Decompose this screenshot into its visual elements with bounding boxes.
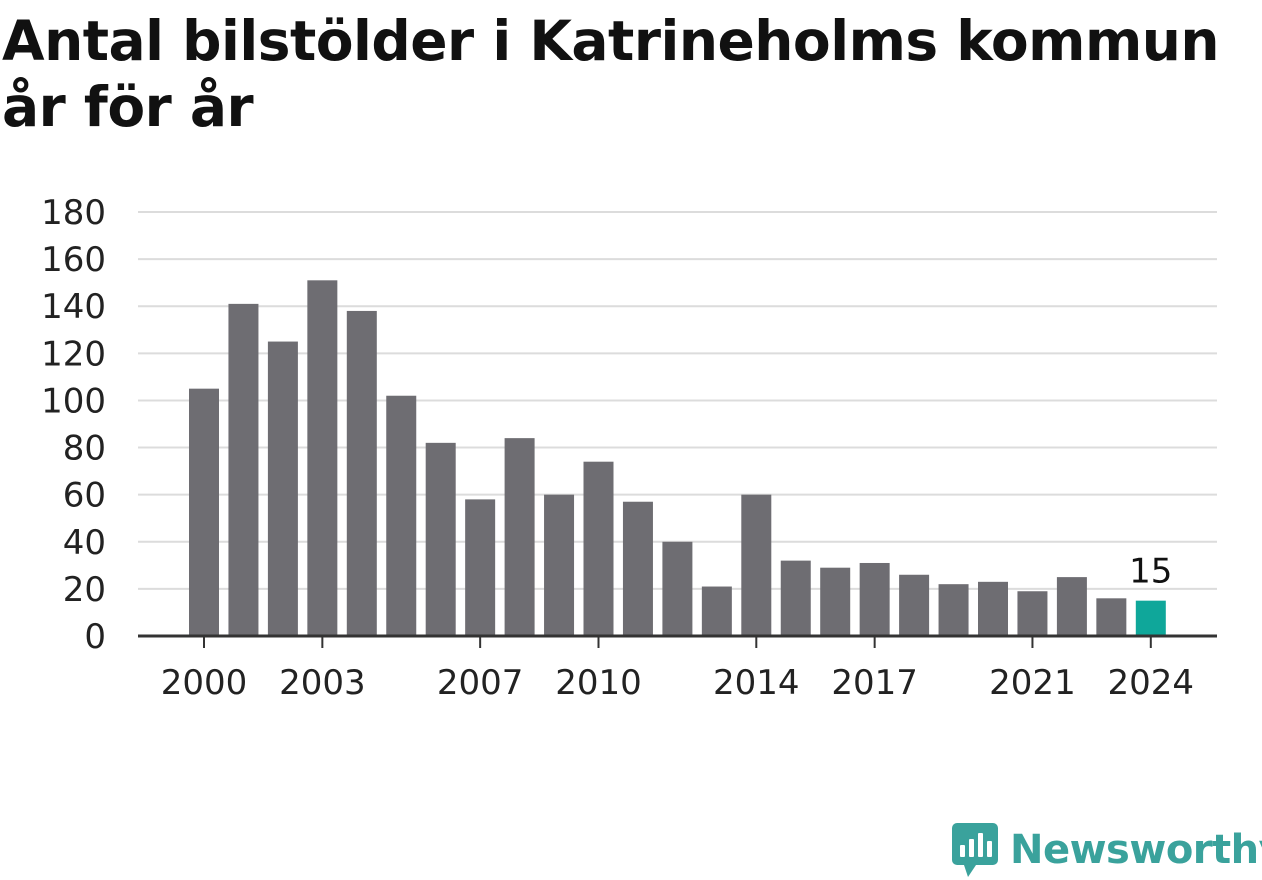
bar-2024 (1135, 600, 1166, 636)
bar-2005 (386, 395, 417, 636)
x-tick-label: 2017 (831, 663, 918, 703)
bar-2015 (780, 560, 811, 636)
y-tick-label: 80 (63, 429, 106, 469)
y-tick-label: 180 (41, 193, 106, 233)
bars (189, 280, 1166, 636)
bar-2020 (978, 581, 1008, 636)
y-tick-label: 160 (41, 240, 106, 280)
y-tick-label: 0 (84, 617, 106, 657)
bar-2017 (859, 562, 890, 636)
x-tick-label: 2021 (989, 663, 1076, 703)
bar-2018 (899, 574, 930, 636)
grid-lines (138, 211, 1217, 590)
bar-2008 (504, 438, 535, 636)
chart-title: Antal bilstölder i Katrineholms kommun å… (2, 9, 1220, 139)
x-tick-label: 2014 (713, 663, 800, 703)
bar-2014 (741, 494, 772, 636)
brand-logo: Newsworthy (950, 820, 1262, 880)
annotations: 15 (1129, 552, 1172, 592)
bar-2000 (189, 388, 219, 636)
bar-2022 (1056, 577, 1087, 636)
bar-2019 (938, 584, 969, 636)
bar-2021 (1017, 591, 1048, 636)
bar-2009 (544, 494, 575, 636)
bar-2006 (425, 442, 456, 636)
x-tick-label: 2000 (161, 663, 248, 703)
x-tick-label: 2010 (555, 663, 642, 703)
y-tick-label: 60 (63, 476, 106, 516)
bar-2010 (583, 461, 614, 636)
x-axis: 2000 2003 2007 2010 2014 2017 2021 2024 (138, 634, 1217, 703)
y-tick-label: 120 (41, 334, 106, 374)
x-tick-label: 2024 (1108, 663, 1195, 703)
value-label-2024: 15 (1129, 552, 1172, 592)
bar-2007 (465, 499, 496, 636)
bar-2012 (662, 541, 693, 636)
brand-name: Newsworthy (1010, 827, 1262, 873)
bar-2001 (228, 303, 259, 636)
bar-2016 (820, 567, 851, 636)
bar-2011 (622, 501, 653, 636)
bar-2003 (307, 280, 338, 636)
y-tick-label: 100 (41, 381, 106, 421)
x-tick-label: 2003 (279, 663, 366, 703)
bar-2004 (346, 310, 377, 636)
y-tick-label: 40 (63, 523, 106, 563)
x-tick-label: 2007 (437, 663, 524, 703)
bar-2013 (701, 586, 732, 636)
y-axis-ticks: 0 20 40 60 80 100 120 140 160 180 (41, 193, 106, 657)
newsworthy-logo-icon (952, 823, 998, 877)
y-tick-label: 140 (41, 287, 106, 327)
bar-2023 (1096, 598, 1127, 636)
y-tick-label: 20 (63, 570, 106, 610)
bar-2002 (267, 341, 298, 636)
